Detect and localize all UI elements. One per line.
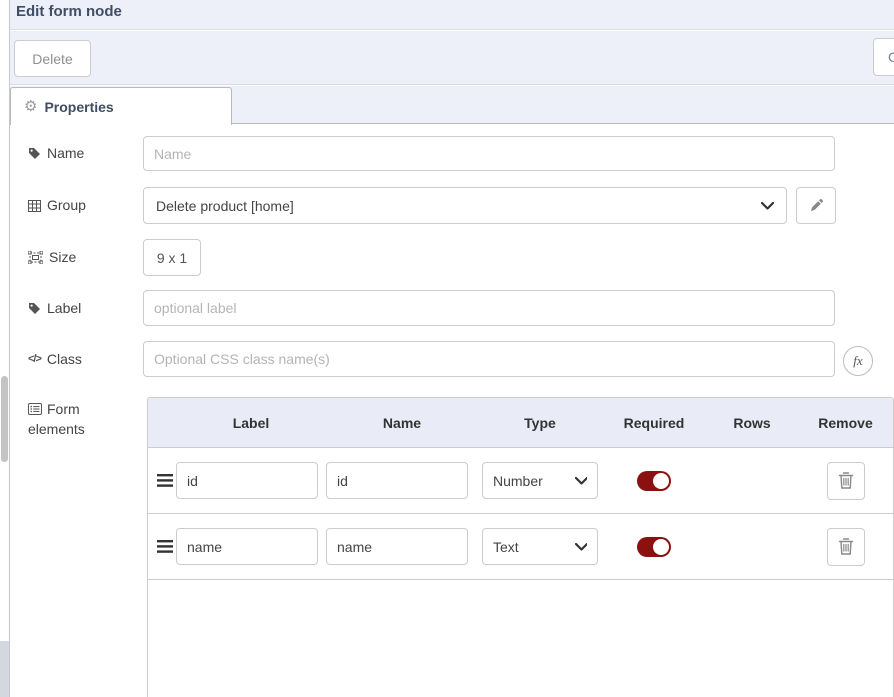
delete-button[interactable]: Delete (14, 40, 91, 77)
strip-bottom-block (0, 641, 9, 697)
size-button[interactable]: 9 x 1 (143, 239, 201, 276)
pencil-icon (811, 199, 823, 211)
label-row: Label (10, 290, 894, 326)
element-type-select[interactable]: Number (482, 462, 598, 499)
group-label: Group (28, 187, 140, 224)
element-label-input[interactable] (176, 462, 318, 499)
fx-dynamic-button[interactable]: fx (843, 346, 873, 376)
class-input[interactable] (143, 341, 835, 377)
col-header-required: Required (623, 414, 685, 431)
element-type-value: Text (493, 538, 519, 555)
group-row: Group Delete product [home] (10, 187, 894, 224)
chevron-down-icon (575, 542, 587, 551)
element-type-select[interactable]: Text (482, 528, 598, 565)
label-label: Label (28, 290, 140, 326)
edit-group-button[interactable] (796, 187, 836, 224)
chevron-down-icon (761, 201, 774, 210)
col-header-type: Type (524, 414, 556, 431)
col-header-name: Name (382, 414, 422, 431)
code-icon: </> (28, 352, 42, 365)
element-name-input[interactable] (326, 462, 468, 499)
col-header-remove: Remove (818, 414, 873, 431)
group-select[interactable]: Delete product [home] (143, 187, 787, 224)
trash-icon (838, 537, 853, 555)
required-toggle[interactable] (637, 470, 671, 491)
form-elements-label: Form elements (28, 401, 85, 437)
dialog-content: Name Group Delete product [home] Size (10, 125, 894, 697)
cancel-button[interactable]: Cancel (873, 38, 894, 76)
gear-icon: ⚙ (24, 98, 38, 115)
table-row: Text (148, 514, 893, 580)
size-label: Size (28, 239, 140, 276)
tab-bar: ⚙ Properties (10, 86, 894, 125)
remove-element-button[interactable] (826, 527, 865, 566)
group-select-value: Delete product [home] (156, 197, 294, 214)
table-body: Number Text (148, 448, 893, 580)
list-alt-icon (28, 403, 42, 415)
dialog-title: Edit form node (16, 3, 122, 20)
col-header-label: Label (232, 414, 270, 431)
name-label: Name (28, 135, 140, 172)
object-group-icon (28, 251, 43, 264)
tag-icon (29, 302, 40, 314)
scrollbar-thumb[interactable] (1, 376, 8, 462)
element-name-input[interactable] (326, 528, 468, 565)
tag-icon (29, 148, 40, 159)
trash-icon (838, 471, 853, 489)
col-header-rows: Rows (733, 414, 771, 431)
element-type-value: Number (493, 472, 543, 489)
class-row: </> Class fx (10, 341, 894, 377)
size-row: Size 9 x 1 (10, 239, 894, 276)
table-row: Number (148, 448, 893, 514)
name-input[interactable] (143, 136, 835, 171)
drag-handle-icon[interactable] (157, 540, 173, 553)
table-header-row: Label Name Type Required Rows Remove (148, 398, 893, 448)
dialog-header: Edit form node (10, 0, 894, 30)
tab-properties[interactable]: ⚙ Properties (10, 87, 232, 125)
element-label-input[interactable] (176, 528, 318, 565)
name-row: Name (10, 135, 894, 172)
class-label: </> Class (28, 350, 82, 367)
label-input[interactable] (143, 290, 835, 326)
fx-icon: fx (853, 353, 863, 368)
edit-form-node-dialog: Edit form node Delete Cancel ⚙ Propertie… (10, 0, 894, 697)
form-elements-table: Label Name Type Required Rows Remove Num… (147, 397, 894, 697)
chevron-down-icon (575, 476, 587, 485)
tab-label: Properties (44, 98, 114, 115)
workspace-left-strip (0, 0, 10, 697)
required-toggle[interactable] (637, 536, 671, 557)
table-icon (28, 199, 41, 212)
dialog-button-bar: Delete Cancel (10, 31, 894, 85)
remove-element-button[interactable] (826, 461, 865, 500)
drag-handle-icon[interactable] (157, 474, 173, 487)
